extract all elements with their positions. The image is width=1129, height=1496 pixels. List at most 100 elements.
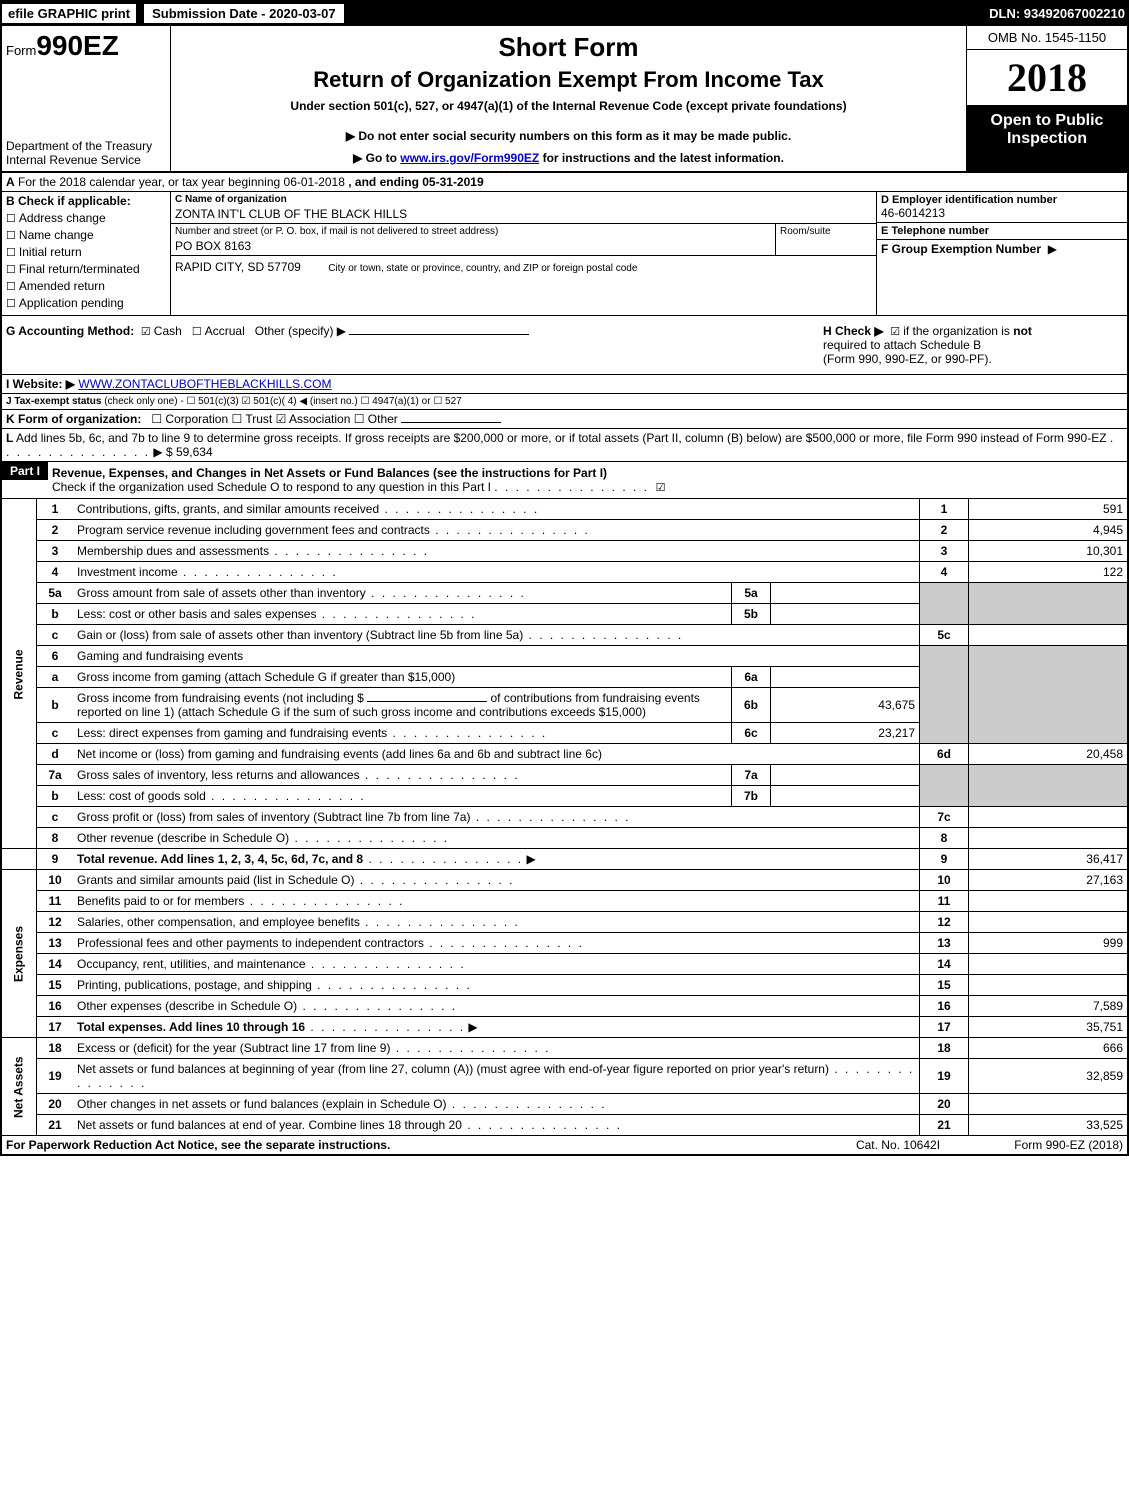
shaded-5 <box>920 583 969 625</box>
row-j-rest: (check only one) - ☐ 501(c)(3) ☑ 501(c)(… <box>104 396 462 407</box>
l11-val <box>969 891 1129 912</box>
part1-title-text: Revenue, Expenses, and Changes in Net As… <box>52 466 607 480</box>
l2-box: 2 <box>920 520 969 541</box>
form-center: Short Form Return of Organization Exempt… <box>171 26 966 171</box>
row-a-ending: , and ending 05-31-2019 <box>348 175 483 189</box>
chk-address[interactable]: Address change <box>6 211 166 225</box>
row-h: H Check ▶ if the organization is not req… <box>823 324 1123 366</box>
l11-desc-text: Benefits paid to or for members <box>77 894 244 908</box>
l19-desc: Net assets or fund balances at beginning… <box>73 1059 920 1094</box>
dots <box>494 480 649 494</box>
l2-desc: Program service revenue including govern… <box>73 520 920 541</box>
shaded-5v <box>969 583 1129 625</box>
l9-desc-text: Total revenue. Add lines 1, 2, 3, 4, 5c,… <box>77 852 363 866</box>
shaded-7v <box>969 765 1129 807</box>
under-section: Under section 501(c), 527, or 4947(a)(1)… <box>177 99 960 113</box>
form-header: Form990EZ Department of the Treasury Int… <box>0 26 1129 173</box>
row-a-text: For the 2018 calendar year, or tax year … <box>18 175 345 189</box>
dots <box>366 586 526 600</box>
opt-cash: Cash <box>154 324 182 338</box>
checkbox-icon <box>6 228 19 242</box>
l6b-underline <box>367 701 487 702</box>
l8-box: 8 <box>920 828 969 849</box>
line-17: 17 Total expenses. Add lines 10 through … <box>1 1017 1128 1038</box>
chk-amended[interactable]: Amended return <box>6 279 166 293</box>
privacy-notice: ▶ Do not enter social security numbers o… <box>177 129 960 143</box>
l15-no: 15 <box>37 975 74 996</box>
l7b-desc-text: Less: cost of goods sold <box>77 789 206 803</box>
l13-val: 999 <box>969 933 1129 954</box>
l6a-no: a <box>37 667 74 688</box>
chk-initial[interactable]: Initial return <box>6 245 166 259</box>
l6b-desc: Gross income from fundraising events (no… <box>73 688 732 723</box>
l11-box: 11 <box>920 891 969 912</box>
l1-val: 591 <box>969 499 1129 520</box>
line-9: 9 Total revenue. Add lines 1, 2, 3, 4, 5… <box>1 849 1128 870</box>
dots <box>354 873 514 887</box>
l8-val <box>969 828 1129 849</box>
efile-label: efile GRAPHIC print <box>0 2 138 25</box>
shaded-6 <box>920 646 969 744</box>
l14-desc: Occupancy, rent, utilities, and maintena… <box>73 954 920 975</box>
l5b-subbox: 5b <box>732 604 771 625</box>
l5b-desc: Less: cost or other basis and sales expe… <box>73 604 732 625</box>
l3-box: 3 <box>920 541 969 562</box>
checkbox-cash-icon <box>141 324 154 338</box>
header-bar: efile GRAPHIC print Submission Date - 20… <box>0 0 1129 26</box>
l5c-desc: Gain or (loss) from sale of assets other… <box>73 625 920 646</box>
dots <box>269 544 429 558</box>
l19-no: 19 <box>37 1059 74 1094</box>
l5a-subval <box>771 583 920 604</box>
row-a-label: A <box>6 175 15 189</box>
l10-desc: Grants and similar amounts paid (list in… <box>73 870 920 891</box>
row-l-amount: ▶ $ 59,634 <box>153 445 212 459</box>
l18-no: 18 <box>37 1038 74 1059</box>
checkbox-accrual-icon <box>192 324 205 338</box>
checkbox-icon <box>6 262 19 276</box>
dots <box>379 502 539 516</box>
irs-label: Internal Revenue Service <box>6 153 166 167</box>
goto-link[interactable]: www.irs.gov/Form990EZ <box>400 151 539 165</box>
box-e-label-text: E Telephone number <box>881 225 989 237</box>
l20-desc: Other changes in net assets or fund bala… <box>73 1094 920 1115</box>
row-l-label: L <box>6 431 13 445</box>
l11-no: 11 <box>37 891 74 912</box>
chk-name[interactable]: Name change <box>6 228 166 242</box>
l15-desc: Printing, publications, postage, and shi… <box>73 975 920 996</box>
l6a-desc: Gross income from gaming (attach Schedul… <box>73 667 732 688</box>
col-b-header: B Check if applicable: <box>6 194 166 208</box>
l6c-no: c <box>37 723 74 744</box>
l15-val <box>969 975 1129 996</box>
website-link[interactable]: WWW.ZONTACLUBOFTHEBLACKHILLS.COM <box>78 377 331 391</box>
row-h-text3: (Form 990, 990-EZ, or 990-PF). <box>823 352 992 366</box>
col-b: B Check if applicable: Address change Na… <box>2 192 171 315</box>
chk-initial-label: Initial return <box>19 245 82 259</box>
l11-desc: Benefits paid to or for members <box>73 891 920 912</box>
city-value: RAPID CITY, SD 57709 <box>175 260 301 274</box>
l20-val <box>969 1094 1129 1115</box>
omb-number: OMB No. 1545-1150 <box>967 26 1127 50</box>
line-14: 14 Occupancy, rent, utilities, and maint… <box>1 954 1128 975</box>
l6c-subval: 23,217 <box>771 723 920 744</box>
l16-box: 16 <box>920 996 969 1017</box>
line-8: 8 Other revenue (describe in Schedule O)… <box>1 828 1128 849</box>
chk-pending[interactable]: Application pending <box>6 296 166 310</box>
shaded-7 <box>920 765 969 807</box>
box-d-label: D Employer identification number <box>881 194 1123 206</box>
chk-final[interactable]: Final return/terminated <box>6 262 166 276</box>
line-7a: 7a Gross sales of inventory, less return… <box>1 765 1128 786</box>
line-5a: 5a Gross amount from sale of assets othe… <box>1 583 1128 604</box>
l10-desc-text: Grants and similar amounts paid (list in… <box>77 873 354 887</box>
box-c-city-value: RAPID CITY, SD 57709 City or town, state… <box>171 256 876 276</box>
l12-no: 12 <box>37 912 74 933</box>
line-10: Expenses 10 Grants and similar amounts p… <box>1 870 1128 891</box>
l8-desc: Other revenue (describe in Schedule O) <box>73 828 920 849</box>
l17-desc-text: Total expenses. Add lines 10 through 16 <box>77 1020 305 1034</box>
l5a-desc: Gross amount from sale of assets other t… <box>73 583 732 604</box>
l9-box: 9 <box>920 849 969 870</box>
l5b-subval <box>771 604 920 625</box>
row-l-text: Add lines 5b, 6c, and 7b to line 9 to de… <box>16 431 1107 445</box>
l6c-desc-text: Less: direct expenses from gaming and fu… <box>77 726 387 740</box>
l6b-no: b <box>37 688 74 723</box>
box-c-label-text: C Name of organization <box>175 194 287 205</box>
